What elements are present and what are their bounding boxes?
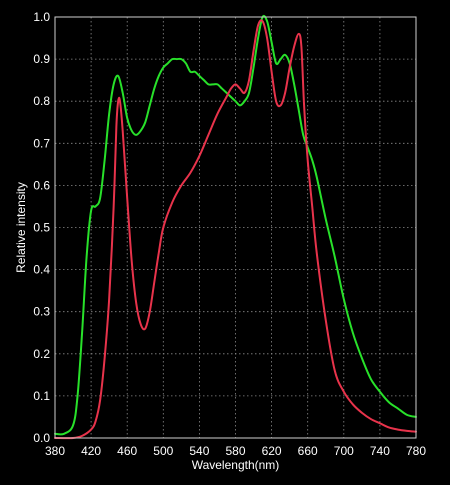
x-tick-label: 420 bbox=[81, 444, 101, 458]
series-group bbox=[54, 14, 417, 440]
x-tick-label: 540 bbox=[189, 444, 209, 458]
y-axis-title: Relative intensity bbox=[14, 182, 28, 273]
plot-frame bbox=[54, 16, 417, 439]
x-tick-label: 580 bbox=[225, 444, 245, 458]
y-tick-label: 0.8 bbox=[33, 94, 50, 108]
x-axis-title: Wavelength(nm) bbox=[192, 458, 280, 472]
y-tick-label: 0.7 bbox=[33, 136, 50, 150]
y-tick-label: 0.5 bbox=[33, 221, 50, 235]
x-tick-label: 620 bbox=[262, 444, 282, 458]
y-tick-label: 0.2 bbox=[33, 347, 50, 361]
x-tick-label: 380 bbox=[45, 444, 65, 458]
y-tick-label: 0.1 bbox=[33, 389, 50, 403]
x-tick-label: 660 bbox=[298, 444, 318, 458]
series-line-red bbox=[54, 19, 417, 440]
y-tick-label: 0.3 bbox=[33, 305, 50, 319]
x-tick-label: 460 bbox=[117, 444, 137, 458]
y-tick-label: 1.0 bbox=[33, 10, 50, 24]
y-tick-labels: 0.0 0.1 0.2 0.3 0.4 0.5 0.6 0.7 0.8 0.9 1.0 bbox=[33, 10, 50, 445]
y-tick-label: 0.0 bbox=[33, 431, 50, 445]
x-tick-label: 700 bbox=[334, 444, 354, 458]
series-line-green bbox=[54, 14, 417, 436]
y-tick-label: 0.4 bbox=[33, 263, 50, 277]
x-tick-labels: 380 420 460 500 540 580 620 660 700 740 780 bbox=[45, 444, 426, 458]
y-tick-label: 0.9 bbox=[33, 52, 50, 66]
x-tick-label: 500 bbox=[153, 444, 173, 458]
x-tick-label: 740 bbox=[370, 444, 390, 458]
x-tick-label: 780 bbox=[406, 444, 426, 458]
y-tick-label: 0.6 bbox=[33, 178, 50, 192]
